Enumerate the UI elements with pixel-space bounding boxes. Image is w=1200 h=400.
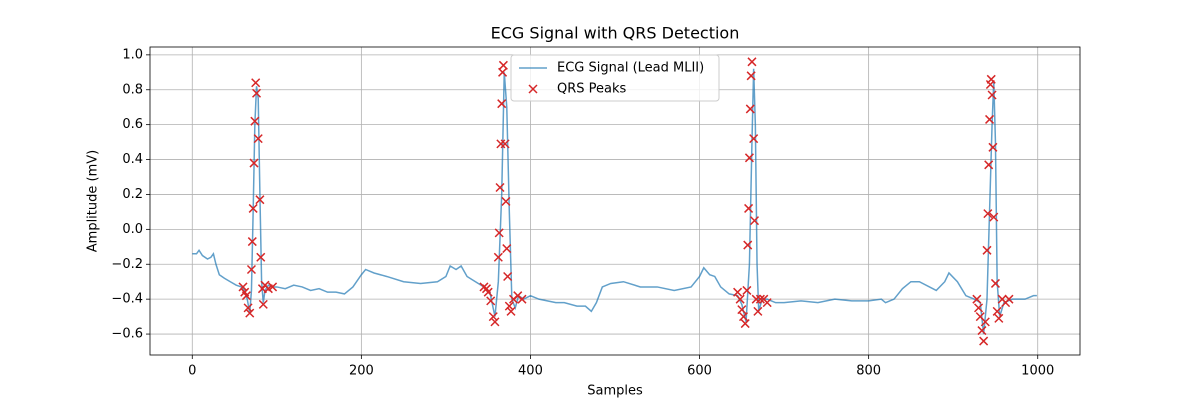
x-tick-label: 1000 <box>1021 364 1054 379</box>
qrs-peak <box>246 264 256 275</box>
qrs-peak <box>735 294 745 304</box>
qrs-peak <box>746 71 756 81</box>
qrs-peak <box>495 182 505 193</box>
qrs-peak <box>255 195 265 205</box>
qrs-peak <box>241 291 251 301</box>
qrs-peak <box>985 114 995 124</box>
qrs-peak <box>497 99 507 109</box>
qrs-peak <box>503 271 513 282</box>
qrs-peak <box>983 209 993 219</box>
qrs-peak <box>250 116 260 126</box>
qrs-peak <box>744 153 754 163</box>
legend-label: ECG Signal (Lead MLII) <box>557 61 704 76</box>
qrs-peak <box>238 282 248 292</box>
y-axis-label: Amplitude (mV) <box>86 150 101 252</box>
qrs-peak <box>984 160 994 170</box>
qrs-peak <box>502 244 512 254</box>
qrs-peak <box>990 278 1000 288</box>
qrs-peak <box>253 134 263 144</box>
y-tick-label: −0.6 <box>111 327 143 342</box>
qrs-peak <box>994 313 1004 323</box>
x-tick-label: 600 <box>687 364 712 379</box>
y-tick-label: 0.8 <box>122 82 143 97</box>
y-tick-label: 0.6 <box>122 117 143 132</box>
qrs-peak <box>248 203 258 213</box>
qrs-peak <box>740 319 750 329</box>
qrs-peak <box>243 303 253 313</box>
qrs-peak <box>749 216 760 226</box>
qrs-peak <box>987 90 997 100</box>
qrs-peak <box>738 312 749 322</box>
legend-swatch <box>528 84 538 94</box>
x-tick-label: 0 <box>188 364 196 379</box>
qrs-peak <box>749 134 759 144</box>
qrs-peak <box>979 336 989 346</box>
qrs-peak <box>1004 294 1014 304</box>
qrs-peak <box>747 57 757 67</box>
qrs-peak <box>488 312 498 322</box>
qrs-peak <box>733 287 743 297</box>
qrs-peak <box>972 294 982 304</box>
qrs-peak <box>992 306 1002 316</box>
qrs-peak <box>483 287 493 297</box>
qrs-peak <box>506 306 516 316</box>
qrs-peak <box>251 88 262 98</box>
qrs-peak <box>982 245 992 255</box>
qrs-peak <box>251 78 261 88</box>
y-tick-label: 0.0 <box>122 222 143 237</box>
qrs-peak <box>743 240 753 250</box>
qrs-peak <box>988 142 998 152</box>
qrs-peak <box>268 282 278 292</box>
x-tick-label: 800 <box>856 364 881 379</box>
y-tick-label: 0.2 <box>122 187 143 202</box>
qrs-peak <box>744 203 754 213</box>
ecg-line <box>192 68 1037 335</box>
qrs-peak <box>517 294 527 304</box>
qrs-peak <box>247 237 257 247</box>
qrs-peak <box>762 298 772 308</box>
y-tick-label: 0.4 <box>122 152 143 167</box>
qrs-peak <box>989 212 999 222</box>
qrs-peak <box>753 306 763 316</box>
y-tick-label: −0.2 <box>111 257 143 272</box>
chart-title: ECG Signal with QRS Detection <box>491 24 740 43</box>
qrs-peak <box>737 305 747 315</box>
x-axis-label: Samples <box>587 384 643 399</box>
qrs-peak <box>258 299 268 309</box>
x-tick-label: 400 <box>518 364 543 379</box>
qrs-peak <box>980 317 990 327</box>
qrs-peak <box>986 74 996 84</box>
qrs-peak <box>500 139 510 149</box>
qrs-peak <box>974 303 984 313</box>
legend-box <box>510 54 720 102</box>
y-tick-label: 1.0 <box>122 47 143 62</box>
qrs-peak <box>751 294 761 304</box>
plot-area <box>192 57 1037 346</box>
qrs-peak <box>504 301 514 311</box>
qrs-peak <box>501 196 511 206</box>
legend: ECG Signal (Lead MLII) QRS Peaks <box>510 54 720 102</box>
qrs-peak <box>256 252 266 262</box>
axes-frame <box>149 46 1081 356</box>
qrs-peak <box>249 158 259 168</box>
qrs-peak <box>486 296 496 306</box>
qrs-peak <box>494 228 504 238</box>
x-tick-label: 200 <box>349 364 374 379</box>
qrs-peak <box>745 104 755 114</box>
y-tick-label: −0.4 <box>111 292 143 307</box>
qrs-peak <box>977 326 987 336</box>
qrs-peak <box>493 252 503 262</box>
qrs-peak <box>498 60 508 70</box>
qrs-peak <box>245 308 255 318</box>
qrs-peak <box>496 139 506 149</box>
qrs-peak <box>490 317 500 327</box>
ticks: 0 200 400 600 800 1000 −0.6 −0.4 −0.2 0.0 0.2 0.4 0.… <box>111 47 1054 378</box>
legend-label: QRS Peaks <box>557 82 627 97</box>
qrs-peak <box>755 294 765 304</box>
qrs-peak <box>742 285 752 295</box>
